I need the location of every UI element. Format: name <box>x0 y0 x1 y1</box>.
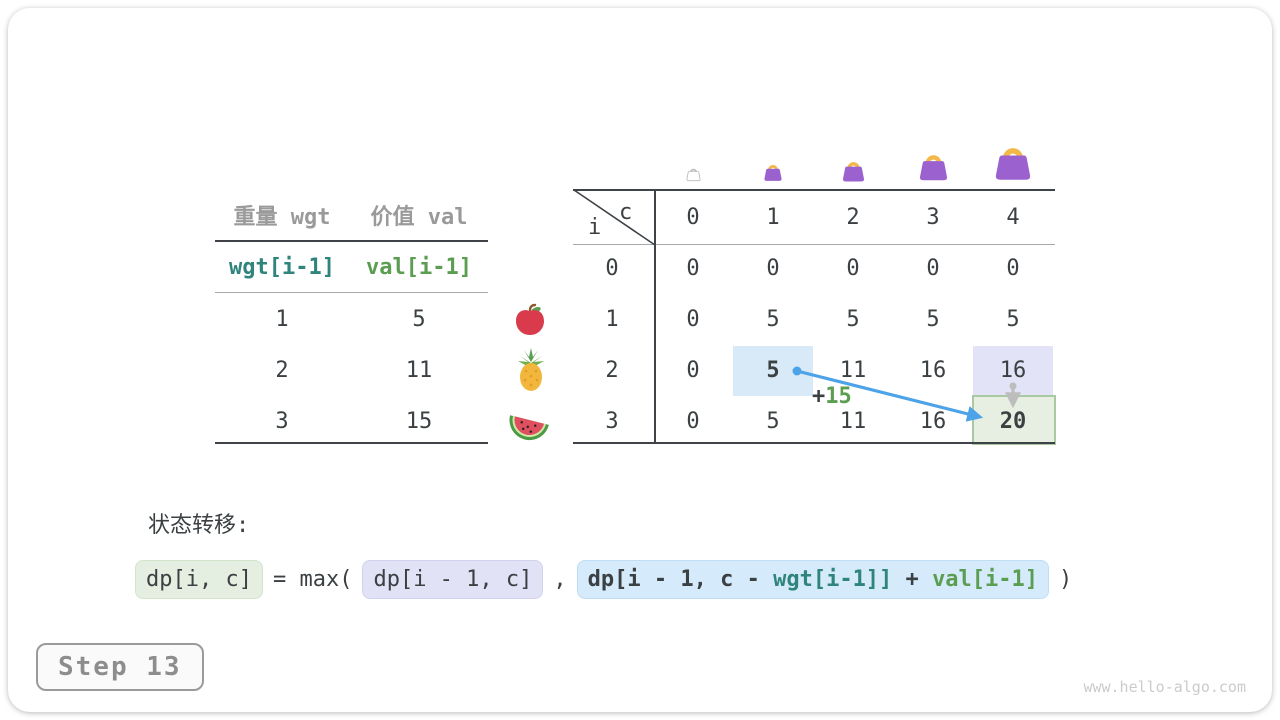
plus-sign: + <box>812 384 826 409</box>
item-row-val: 11 <box>405 358 433 383</box>
dp-cell: 0 <box>686 409 700 434</box>
formula-arg2-prefix: dp[i - 1, c - <box>587 567 774 592</box>
dp-cell: 5 <box>1006 307 1020 332</box>
dp-cell-source: 5 <box>766 358 780 383</box>
dp-cell: 0 <box>1006 256 1020 281</box>
dp-cell: 16 <box>919 358 947 383</box>
dp-cell: 0 <box>686 358 700 383</box>
dp-cell: 5 <box>766 409 780 434</box>
formula-equals-max: = max( <box>272 567 353 592</box>
dp-col-header: 3 <box>926 205 940 230</box>
dp-col-header: 2 <box>846 205 860 230</box>
item-row-wgt: 2 <box>275 358 289 383</box>
formula-arg2-plus: + <box>892 567 933 592</box>
bag-medium-icon <box>840 157 867 183</box>
item-row-wgt: 1 <box>275 307 289 332</box>
formula-arg1: dp[i - 1, c] <box>362 560 544 599</box>
dp-axis-vrule <box>654 189 656 444</box>
items-col-header-wgt: 重量 wgt <box>233 205 331 230</box>
dp-cell: 0 <box>686 307 700 332</box>
dp-row-header: 0 <box>605 256 619 281</box>
dp-cell: 5 <box>846 307 860 332</box>
formula-arg2-val: val[i-1] <box>932 567 1039 592</box>
item-row-val: 15 <box>405 409 433 434</box>
formula-arg2-wgt: wgt[i-1]] <box>773 567 893 592</box>
dp-cell: 0 <box>926 256 940 281</box>
watermelon-icon <box>506 402 552 442</box>
state-transition-formula: dp[i, c] = max( dp[i - 1, c] , dp[i - 1,… <box>135 560 1082 599</box>
dp-cell: 11 <box>839 358 867 383</box>
dp-cell: 0 <box>766 256 780 281</box>
bag-xlarge-icon <box>991 140 1035 182</box>
dp-col-header: 4 <box>1006 205 1020 230</box>
bag-small-icon <box>762 161 784 182</box>
dp-col-axis-label: c <box>619 200 633 225</box>
item-row-val: 5 <box>412 307 426 332</box>
items-header-rule <box>215 240 488 242</box>
dp-col-header: 0 <box>686 205 700 230</box>
formula-caption: 状态转移: <box>148 513 250 538</box>
dp-bottom-rule <box>573 442 1055 444</box>
item-row-wgt: 3 <box>275 409 289 434</box>
watermark: www.hello-algo.com <box>1083 678 1246 696</box>
dp-top-rule <box>573 189 1055 191</box>
formula-close-paren: ) <box>1059 567 1073 592</box>
apple-icon <box>512 302 548 338</box>
dp-row-header: 3 <box>605 409 619 434</box>
dp-cell: 5 <box>926 307 940 332</box>
formula-comma: , <box>553 567 567 592</box>
dp-cell-keep: 16 <box>999 358 1027 383</box>
items-subheader-val: val[i-1] <box>366 255 472 280</box>
plus-value-annotation: +15 <box>812 384 852 409</box>
items-bottom-rule <box>215 442 488 444</box>
step-badge: Step 13 <box>36 643 204 691</box>
formula-arg2: dp[i - 1, c - wgt[i-1]] + val[i-1] <box>576 560 1050 599</box>
bag-large-icon <box>916 149 951 182</box>
pineapple-icon <box>512 348 550 392</box>
dp-cell: 0 <box>686 256 700 281</box>
dp-cell: 0 <box>846 256 860 281</box>
dp-col-header: 1 <box>766 205 780 230</box>
bag-outline-icon <box>685 165 702 182</box>
dp-header-rule <box>573 244 1055 245</box>
dp-row-header: 1 <box>605 307 619 332</box>
dp-row-axis-label: i <box>588 215 602 240</box>
dp-cell: 11 <box>839 409 867 434</box>
dp-axis-diagonal <box>573 189 656 246</box>
added-value: 15 <box>825 384 852 409</box>
dp-cell: 5 <box>766 307 780 332</box>
items-subheader-rule <box>215 292 488 293</box>
items-subheader-wgt: wgt[i-1] <box>229 255 335 280</box>
dp-cell-result: 20 <box>999 409 1027 434</box>
items-col-header-val: 价值 val <box>370 205 468 230</box>
dp-row-header: 2 <box>605 358 619 383</box>
dp-cell: 16 <box>919 409 947 434</box>
formula-lhs: dp[i, c] <box>135 560 263 599</box>
